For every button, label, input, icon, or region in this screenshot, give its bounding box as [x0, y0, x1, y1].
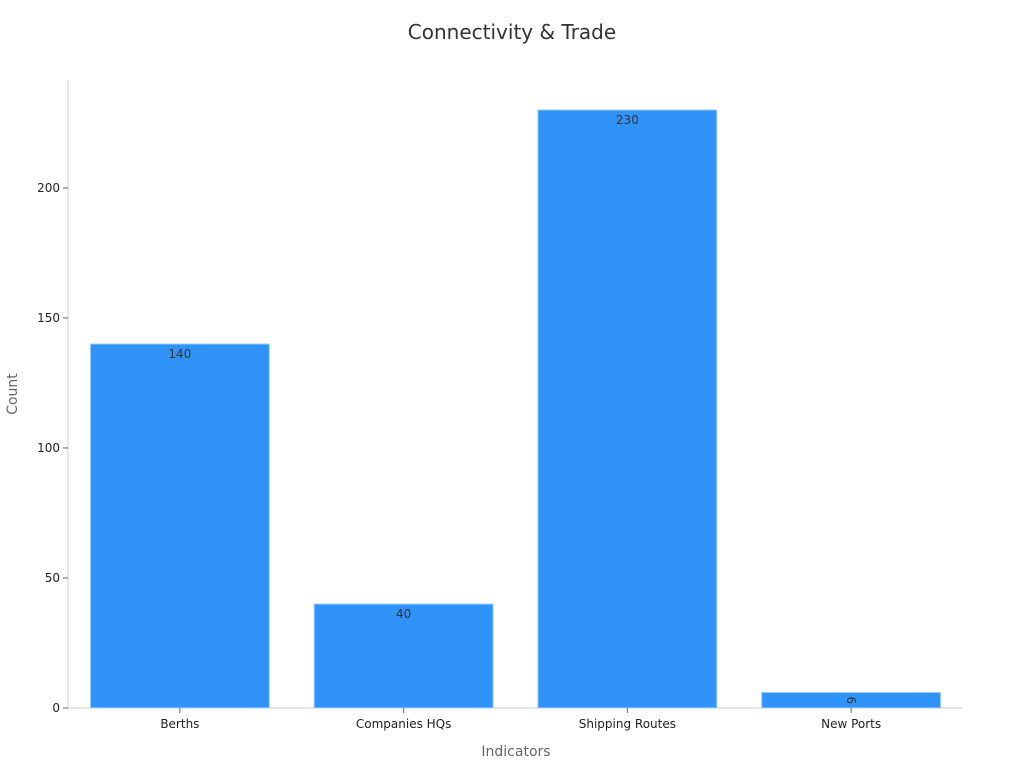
x-tick-label: Shipping Routes — [579, 717, 676, 731]
y-tick-label: 0 — [52, 701, 60, 715]
x-ticks: Berths Companies HQs Shipping Routes New Po… — [160, 708, 881, 731]
x-tick-label: Companies HQs — [356, 717, 452, 731]
bars — [89, 109, 942, 709]
bar-berths — [89, 343, 270, 709]
data-label: 6 — [844, 696, 858, 704]
x-tick-label: New Ports — [821, 717, 881, 731]
chart-title: Connectivity & Trade — [407, 20, 617, 44]
data-label: 230 — [616, 113, 639, 127]
data-label: 140 — [168, 347, 191, 361]
bar-shipping-routes — [537, 109, 718, 709]
y-ticks: 0 50 100 150 200 — [37, 181, 68, 715]
x-tick-label: Berths — [160, 717, 199, 731]
bar-companies-hqs — [313, 603, 494, 709]
y-tick-label: 50 — [45, 571, 60, 585]
y-axis-label: Count — [5, 373, 21, 415]
y-tick-label: 200 — [37, 181, 60, 195]
data-label: 40 — [396, 607, 411, 621]
y-tick-label: 150 — [37, 311, 60, 325]
data-labels: 140 40 230 6 — [168, 113, 858, 704]
x-axis-label: Indicators — [481, 744, 550, 760]
y-tick-label: 100 — [37, 441, 60, 455]
